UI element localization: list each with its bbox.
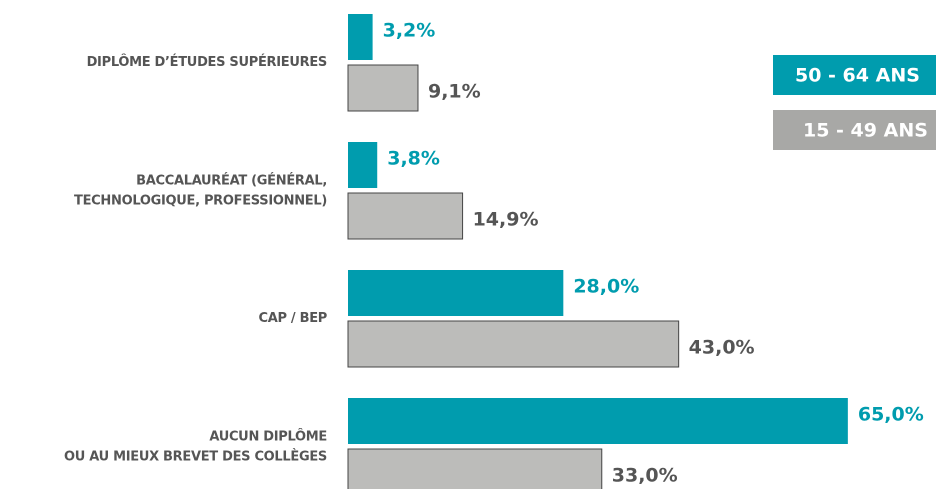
bar — [348, 398, 848, 444]
legend-swatch — [773, 55, 936, 95]
category-label: BACCALAURÉAT (GÉNÉRAL, TECHNOLOGIQUE, PRO… — [74, 172, 327, 208]
legend-swatch — [773, 110, 936, 150]
category-label: AUCUN DIPLÔME OU AU MIEUX BREVET DES COLL… — [64, 428, 327, 464]
value-label: 9,1% — [428, 81, 481, 103]
value-label: 43,0% — [689, 337, 755, 359]
bar — [348, 14, 373, 60]
value-label: 65,0% — [858, 404, 924, 426]
bar — [347, 448, 603, 489]
legend-label: 15 - 49 ANS — [803, 120, 928, 142]
value-label: 3,8% — [387, 148, 440, 170]
value-label: 28,0% — [573, 276, 639, 298]
value-label: 14,9% — [473, 209, 539, 231]
bar — [348, 270, 564, 316]
legend-label: 50 - 64 ANS — [795, 65, 920, 87]
category-label: CAP / BEP — [258, 311, 327, 326]
value-label: 3,2% — [383, 20, 436, 42]
value-label: 33,0% — [612, 465, 678, 487]
category-label: DIPLÔME D’ÉTUDES SUPÉRIEURES — [87, 54, 327, 70]
bar — [348, 142, 378, 188]
bar — [347, 192, 464, 240]
bar — [347, 320, 680, 368]
bar — [347, 64, 419, 112]
